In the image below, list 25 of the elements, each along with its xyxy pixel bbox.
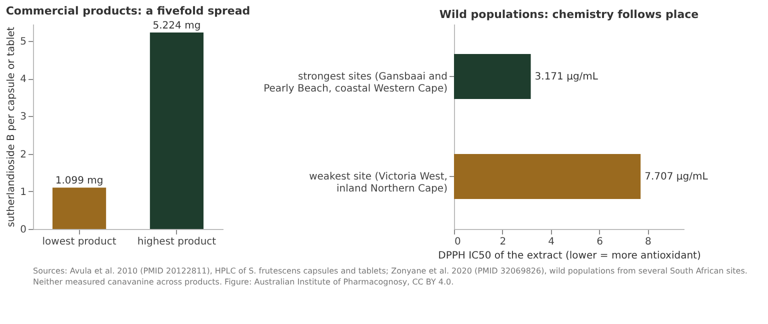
x-tick-label: highest product — [137, 236, 216, 248]
source-note: Sources: Avula et al. 2010 (PMID 20122811), HPLC of S. frutescens capsules and tablets; Zonyane et al. 2020 (PMID 32069826), wild populations from several South African sites. — [33, 266, 748, 276]
y-tick-label: 2 — [20, 149, 26, 160]
x-tick-label: lowest product — [42, 236, 116, 248]
x-tick-label: 0 — [454, 236, 461, 248]
y-tick-label: weakest site (Victoria West, inland Northern Cape) — [309, 172, 448, 194]
x-tick-label: 6 — [596, 236, 603, 248]
x-tick-label: 2 — [500, 236, 506, 248]
chart-title: Commercial products: a fivefold spread — [6, 4, 250, 18]
x-tick-label: 4 — [548, 236, 555, 248]
y-tick-label: strongest sites (Gansbaai and Pearly Beach, coastal Western Cape) — [264, 72, 448, 94]
y-tick-label: 0 — [20, 224, 26, 236]
chart-title: Wild populations: chemistry follows place — [439, 8, 699, 21]
y-tick-label: 4 — [20, 74, 26, 86]
data-label: 7.707 µg/mL — [644, 172, 708, 182]
y-tick-label: 5 — [20, 36, 26, 48]
data-label: 5.224 mg — [152, 20, 201, 32]
y-axis-title: sutherlandioside B per capsule or tablet — [6, 26, 18, 228]
text: Neither measured canavanine across products. Figure: Australian Institute of Pharmacognosy, CC BY 4.0. — [33, 278, 454, 286]
data-label: 1.099 mg — [55, 176, 104, 187]
x-tick-label: 8 — [644, 236, 652, 248]
x-axis-title: DPPH IC50 of the extract (lower = more antioxidant) — [438, 250, 701, 262]
data-label: 3.171 µg/mL — [534, 72, 598, 82]
y-tick-label: 3 — [20, 112, 26, 123]
y-tick-label: 1 — [20, 186, 26, 198]
